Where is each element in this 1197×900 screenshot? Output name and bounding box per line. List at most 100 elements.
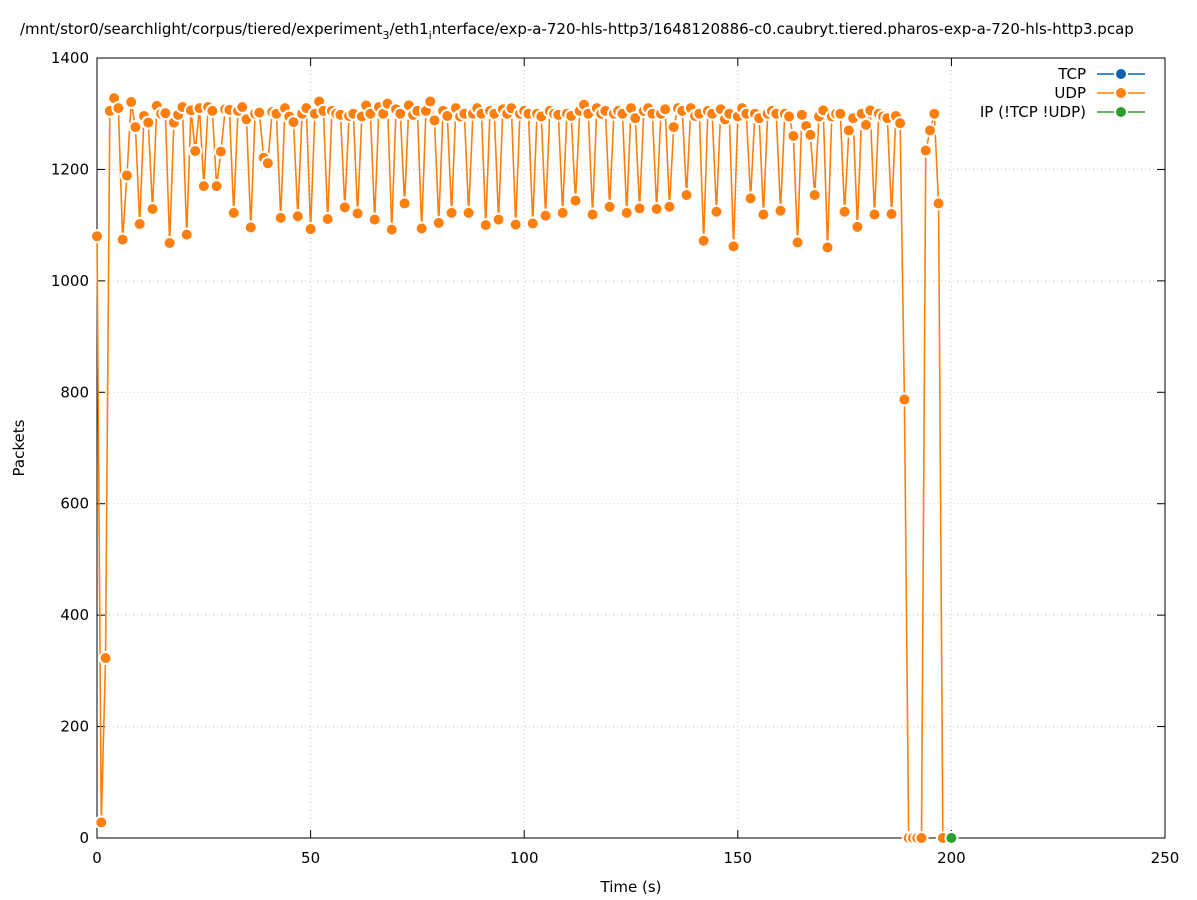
data-point: [858, 117, 873, 132]
x-tick-label: 100: [510, 849, 539, 867]
data-point: [213, 144, 228, 159]
data-point: [555, 205, 570, 220]
data-point: [188, 144, 203, 159]
legend-label: UDP: [1054, 84, 1086, 102]
data-point: [132, 217, 147, 232]
y-tick-label: 400: [60, 606, 89, 624]
data-point: [850, 219, 865, 234]
legend-label: TCP: [1057, 65, 1086, 83]
data-point: [944, 831, 959, 845]
data-point: [803, 127, 818, 142]
data-point: [820, 240, 835, 255]
title-subscript: 3: [382, 29, 389, 42]
data-point: [696, 233, 711, 248]
data-point: [508, 217, 523, 232]
data-point: [414, 221, 429, 236]
data-point: [384, 222, 399, 237]
data-point: [205, 103, 220, 118]
data-point: [756, 207, 771, 222]
data-point: [337, 200, 352, 215]
data-point: [931, 196, 946, 211]
data-point: [867, 207, 882, 222]
data-point: [427, 113, 442, 128]
data-point: [397, 196, 412, 211]
data-point: [141, 115, 156, 130]
data-point: [478, 218, 493, 233]
data-point: [179, 227, 194, 242]
data-point: [923, 123, 938, 138]
data-point: [226, 205, 241, 220]
title-part: nterface/exp-a-720-hls-http3/1648120886-…: [432, 20, 1134, 38]
data-point: [662, 199, 677, 214]
data-point: [115, 232, 130, 247]
data-point: [568, 193, 583, 208]
data-point: [350, 206, 365, 221]
y-tick-label: 600: [60, 495, 89, 513]
x-axis-label: Time (s): [600, 878, 662, 896]
x-tick-label: 50: [301, 849, 320, 867]
plot-border: [96, 57, 1166, 839]
data-point: [145, 201, 160, 216]
y-tick-label: 1400: [51, 49, 89, 67]
title-part: /eth1: [389, 20, 428, 38]
chart-title: /mnt/stor0/searchlight/corpus/tiered/exp…: [20, 20, 1134, 42]
data-point: [209, 179, 224, 194]
data-point: [260, 156, 275, 171]
data-point: [491, 212, 506, 227]
data-point: [273, 210, 288, 225]
data-point: [235, 100, 250, 115]
data-point: [94, 815, 109, 830]
data-point: [649, 201, 664, 216]
data-point: [196, 179, 211, 194]
y-axis-label: Packets: [10, 419, 28, 476]
legend-marker: [1114, 67, 1128, 81]
data-point: [743, 191, 758, 206]
y-tick-label: 800: [60, 383, 89, 401]
data-point: [786, 129, 801, 143]
legend-label: IP (!TCP !UDP): [980, 103, 1086, 121]
data-point: [790, 235, 805, 250]
data-point: [128, 120, 143, 135]
data-point: [461, 205, 476, 220]
data-point: [423, 94, 438, 109]
data-point: [243, 220, 258, 235]
data-point: [666, 120, 681, 135]
data-point: [111, 101, 126, 116]
data-point: [585, 207, 600, 222]
data-point: [162, 235, 177, 250]
data-point: [290, 209, 305, 224]
data-point: [119, 168, 134, 183]
data-point: [286, 115, 301, 130]
data-point: [709, 204, 724, 219]
data-point: [320, 212, 335, 227]
data-point: [897, 392, 912, 407]
x-tick-label: 200: [937, 849, 966, 867]
data-point: [158, 106, 173, 121]
data-point: [833, 106, 848, 121]
data-point: [726, 239, 741, 254]
data-point: [252, 105, 267, 120]
data-point: [632, 201, 647, 216]
data-point: [837, 204, 852, 219]
data-point: [893, 116, 908, 131]
data-point: [619, 205, 634, 220]
data-point: [431, 215, 446, 230]
legend-marker: [1114, 105, 1128, 119]
y-tick-label: 0: [79, 829, 89, 847]
data-point: [884, 207, 899, 221]
data-point: [602, 199, 617, 214]
x-tick-label: 150: [723, 849, 752, 867]
y-tick-label: 1000: [51, 272, 89, 290]
y-tick-label: 200: [60, 718, 89, 736]
data-point: [303, 222, 318, 237]
data-point: [124, 95, 139, 110]
y-tick-label: 1200: [51, 160, 89, 178]
data-point: [679, 188, 694, 203]
data-point: [773, 203, 788, 218]
data-point: [444, 205, 459, 220]
x-tick-label: 0: [92, 849, 102, 867]
data-point: [918, 143, 933, 158]
data-point: [914, 831, 929, 845]
